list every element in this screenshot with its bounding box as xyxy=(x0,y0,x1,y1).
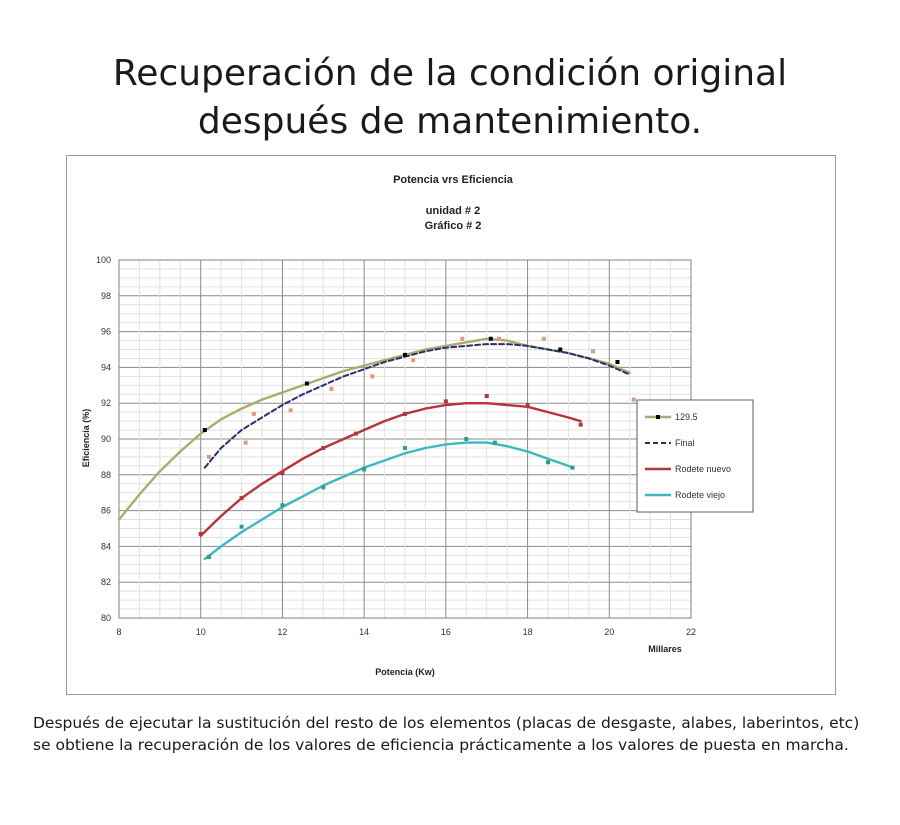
data-point xyxy=(546,460,550,465)
data-point xyxy=(321,445,326,450)
data-point xyxy=(615,360,620,365)
data-point xyxy=(280,471,285,476)
data-point xyxy=(631,397,636,402)
efficiency-chart: Potencia vrs Eficiencia unidad # 2 Gráfi… xyxy=(81,174,754,677)
slide-title-line-1: Recuperación de la condición original xyxy=(112,53,788,94)
x-axis-unit-label: Millares xyxy=(648,644,682,654)
data-point xyxy=(541,336,546,341)
data-point xyxy=(243,440,248,445)
data-point xyxy=(202,428,207,433)
data-point xyxy=(525,402,530,407)
y-tick-label: 100 xyxy=(96,255,111,265)
y-tick-label: 86 xyxy=(101,506,111,516)
data-point xyxy=(280,503,285,508)
chart-subtitle-line-2: Gráfico # 2 xyxy=(425,220,482,232)
y-tick-label: 96 xyxy=(101,327,111,337)
series-line xyxy=(203,441,574,561)
data-point xyxy=(251,411,256,416)
legend-label: Rodete viejo xyxy=(675,490,725,500)
x-tick-label: 8 xyxy=(116,627,121,637)
data-point xyxy=(578,422,583,427)
data-point xyxy=(353,431,358,436)
x-tick-label: 18 xyxy=(523,627,533,637)
y-tick-label: 90 xyxy=(101,434,111,444)
data-point xyxy=(198,531,203,536)
data-point xyxy=(288,408,293,413)
legend-label: Final xyxy=(675,438,695,448)
chart-subtitle-line-1: unidad # 2 xyxy=(426,205,480,217)
data-point xyxy=(362,467,367,472)
data-point xyxy=(370,374,375,379)
legend-label: 129.5 xyxy=(675,412,698,422)
legend-marker xyxy=(656,415,660,419)
data-point xyxy=(304,381,309,386)
y-tick-label: 98 xyxy=(101,291,111,301)
y-tick-label: 94 xyxy=(101,362,111,372)
plot-area: 80 82 84 86 88 90 92 94 96 98 100 8 10 12 14 16 18 20 22 xyxy=(96,255,696,637)
data-point xyxy=(403,352,407,357)
data-point xyxy=(496,336,501,341)
data-point xyxy=(403,445,407,450)
data-point xyxy=(239,496,244,501)
series-line xyxy=(203,343,631,469)
data-point xyxy=(443,399,448,404)
data-point xyxy=(329,386,334,391)
slide-caption: Después de ejecutar la sustitución del r… xyxy=(33,714,860,754)
y-tick-label: 80 xyxy=(101,613,111,623)
data-point xyxy=(403,411,407,416)
y-tick-label: 84 xyxy=(101,541,111,551)
x-tick-label: 16 xyxy=(441,627,451,637)
data-point xyxy=(484,394,489,399)
x-tick-label: 20 xyxy=(604,627,614,637)
x-tick-label: 22 xyxy=(686,627,696,637)
data-point xyxy=(206,454,211,459)
legend-label: Rodete nuevo xyxy=(675,464,731,474)
y-tick-label: 88 xyxy=(101,470,111,480)
data-point xyxy=(460,336,465,341)
data-point xyxy=(464,437,469,441)
slide-title-line-2: después de mantenimiento. xyxy=(197,101,703,142)
data-point xyxy=(321,485,326,490)
data-point xyxy=(570,465,575,470)
x-tick-label: 14 xyxy=(359,627,369,637)
data-point xyxy=(492,440,497,445)
x-axis-label: Potencia (Kw) xyxy=(375,667,435,677)
data-point xyxy=(239,524,244,529)
x-tick-label: 10 xyxy=(196,627,206,637)
y-tick-label: 82 xyxy=(101,577,111,587)
y-tick-label: 92 xyxy=(101,398,111,408)
chart-frame: Potencia vrs Eficiencia unidad # 2 Gráfi… xyxy=(66,155,836,695)
chart-legend: 129.5 Final Rodete nuevo Rodete viejo xyxy=(636,399,754,513)
chart-title: Potencia vrs Eficiencia xyxy=(393,174,514,186)
slide-title: Recuperación de la condición original de… xyxy=(0,50,900,146)
data-point xyxy=(558,347,563,352)
y-axis-label: Eficiencia (%) xyxy=(81,409,91,468)
data-point xyxy=(411,358,416,363)
data-point xyxy=(488,336,493,341)
x-tick-label: 12 xyxy=(277,627,287,637)
data-point xyxy=(206,555,211,560)
series-line xyxy=(199,401,582,537)
data-point xyxy=(590,349,595,354)
